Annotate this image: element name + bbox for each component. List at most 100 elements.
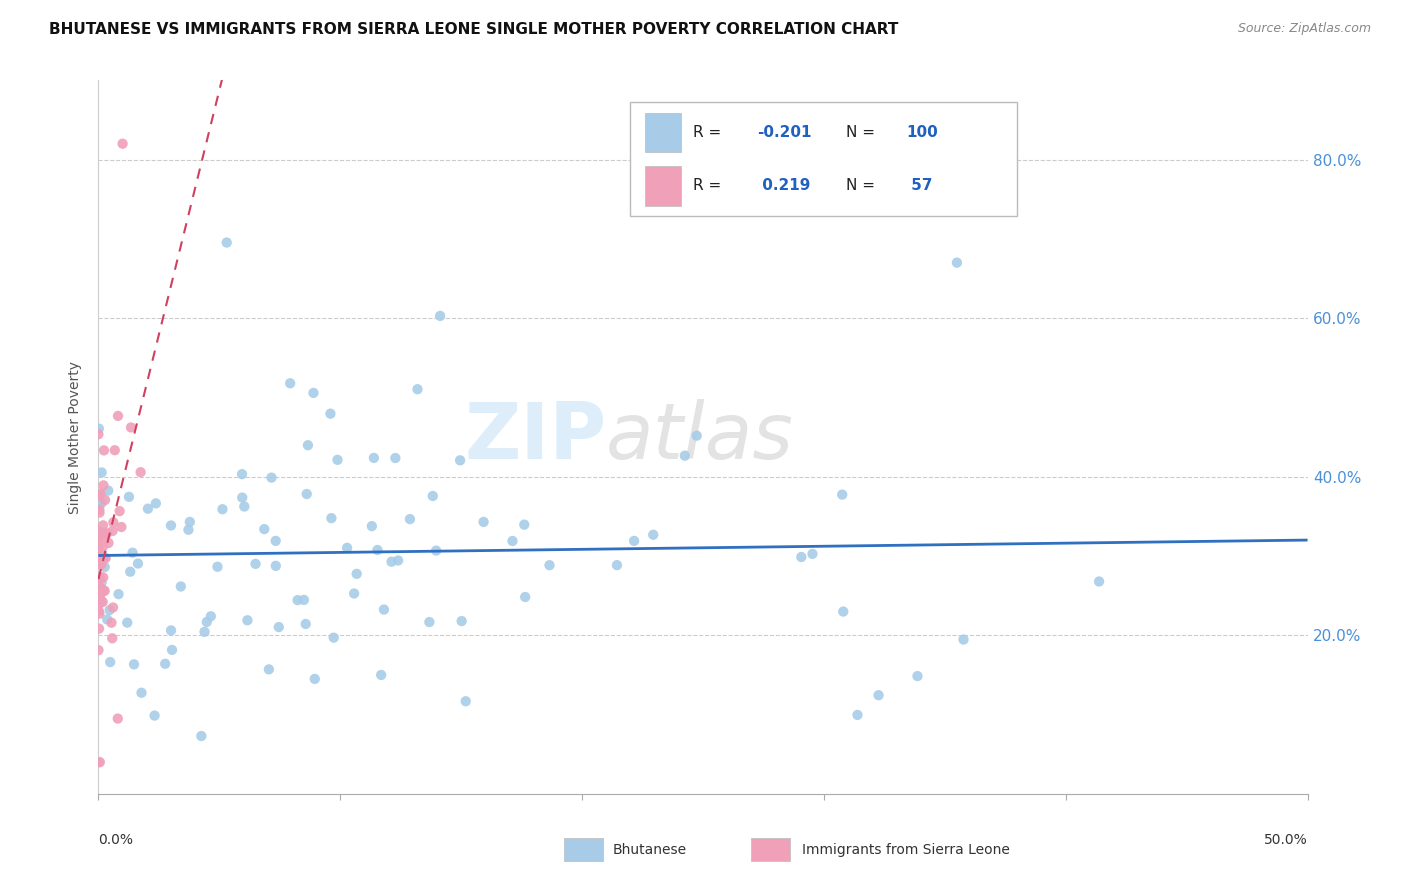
Point (120, 420, 142, 434)
Point (96, 526, 118, 541)
Point (87, 590, 110, 604)
Point (90, 595, 112, 609)
Text: R =: R = (693, 125, 727, 140)
Point (107, 409, 129, 423)
Point (122, 657, 145, 672)
Point (422, 489, 444, 503)
Point (90, 582, 112, 596)
Point (253, 522, 276, 536)
Point (89, 607, 111, 621)
Point (297, 438, 319, 452)
Point (89, 556, 111, 570)
Point (87, 598, 110, 612)
Point (264, 558, 287, 573)
Point (952, 632, 974, 647)
Point (91, 570, 114, 584)
Text: -0.201: -0.201 (758, 125, 811, 140)
Point (89, 497, 111, 511)
Point (292, 593, 315, 607)
Point (264, 533, 287, 548)
Point (160, 643, 183, 657)
Text: 50.0%: 50.0% (1264, 833, 1308, 847)
Point (87, 524, 110, 539)
Point (87, 604, 110, 618)
Point (946, 255, 969, 269)
Point (160, 518, 183, 533)
Point (89, 488, 111, 502)
Point (107, 712, 129, 726)
Point (153, 657, 176, 671)
Point (215, 235, 238, 250)
Point (673, 449, 696, 463)
Point (686, 428, 709, 442)
Point (200, 609, 222, 624)
Point (160, 624, 183, 638)
Point (115, 615, 138, 630)
Text: BHUTANESE VS IMMIGRANTS FROM SIERRA LEONE SINGLE MOTHER POVERTY CORRELATION CHAR: BHUTANESE VS IMMIGRANTS FROM SIERRA LEON… (49, 22, 898, 37)
Point (108, 504, 131, 518)
Point (89, 506, 111, 520)
Point (623, 533, 645, 548)
Text: atlas: atlas (606, 399, 794, 475)
Point (343, 586, 366, 600)
Point (399, 512, 422, 526)
Point (93, 583, 115, 598)
Point (177, 523, 200, 537)
Point (370, 668, 392, 682)
Point (211, 502, 233, 516)
Point (129, 465, 152, 479)
Point (91, 595, 114, 609)
Point (304, 672, 326, 686)
Point (110, 520, 132, 534)
Point (179, 515, 201, 529)
Point (87, 427, 110, 442)
FancyBboxPatch shape (751, 838, 790, 861)
Point (193, 624, 215, 639)
Point (111, 136, 134, 151)
Y-axis label: Single Mother Poverty: Single Mother Poverty (69, 360, 83, 514)
Point (97, 536, 120, 550)
Point (91, 526, 114, 541)
Point (302, 385, 325, 400)
Point (91, 529, 114, 543)
Point (87, 540, 110, 554)
Text: 100: 100 (905, 125, 938, 140)
Point (91, 540, 114, 554)
Point (93, 583, 115, 598)
Point (93, 551, 115, 566)
Point (90, 466, 112, 480)
Point (87, 573, 110, 587)
Point (101, 524, 124, 538)
Point (373, 602, 395, 616)
Text: Source: ZipAtlas.com: Source: ZipAtlas.com (1237, 22, 1371, 36)
Point (89, 580, 111, 594)
Point (100, 615, 122, 630)
Point (294, 617, 316, 632)
Point (231, 467, 253, 482)
Point (98, 603, 121, 617)
Point (90, 575, 112, 590)
Point (94, 493, 117, 508)
Point (260, 470, 283, 484)
Point (90, 525, 112, 540)
Point (380, 555, 402, 569)
Text: Bhutanese: Bhutanese (613, 843, 686, 856)
Point (868, 688, 890, 702)
Point (513, 517, 536, 532)
Point (93, 443, 115, 458)
Point (231, 491, 253, 505)
Point (87, 553, 110, 567)
Point (363, 450, 385, 465)
Point (87, 536, 110, 550)
Text: N =: N = (845, 178, 880, 194)
Point (87, 533, 110, 547)
Point (90, 558, 112, 572)
Point (245, 557, 267, 571)
Point (425, 543, 447, 558)
Text: ZIP: ZIP (464, 399, 606, 475)
Point (94, 526, 117, 541)
Text: 0.0%: 0.0% (98, 833, 134, 847)
Text: N =: N = (845, 125, 880, 140)
Point (170, 579, 193, 593)
Point (90, 586, 112, 600)
